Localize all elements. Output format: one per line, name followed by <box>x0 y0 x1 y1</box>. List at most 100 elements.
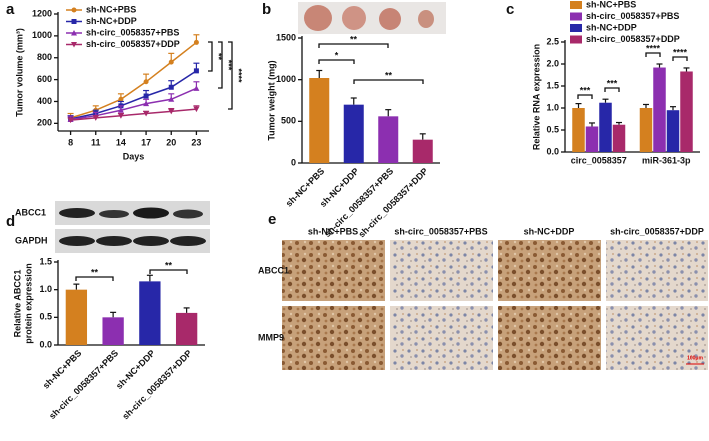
significance-label: ** <box>91 267 99 277</box>
bar <box>139 281 161 345</box>
marker <box>117 113 124 119</box>
bar <box>65 289 88 345</box>
panel-letter: e <box>268 211 276 228</box>
marker <box>193 106 200 113</box>
x-tick-label: sh-circ_0058357+PBS <box>322 166 395 239</box>
significance-bracket <box>218 41 223 89</box>
line <box>70 108 197 121</box>
significance-bracket <box>577 94 593 99</box>
legend-marker <box>71 42 77 48</box>
marker <box>143 100 150 107</box>
x-tick-label: 11 <box>91 137 101 147</box>
bar <box>175 312 198 345</box>
y-axis-label: Relative RNA expression <box>531 44 541 150</box>
marker <box>92 115 99 121</box>
scale-bar-label: 100μm <box>687 355 703 361</box>
legend-label: sh-circ_0058357+PBS <box>586 11 679 21</box>
bar <box>639 108 653 152</box>
y-tick-label: 1500 <box>276 32 296 42</box>
y-tick-label: 0.0 <box>39 339 52 349</box>
significance-label: *** <box>607 78 618 88</box>
y-tick-label: 2.0 <box>546 58 559 68</box>
marker <box>168 59 174 65</box>
legend-label: sh-NC+DDP <box>586 22 637 32</box>
significance-bracket <box>672 56 688 61</box>
y-tick-label: 500 <box>281 116 296 126</box>
legend-marker <box>71 30 77 36</box>
blot-label: ABCC1 <box>15 207 46 217</box>
ihc-row: MMP9 <box>258 332 284 342</box>
x-tick-label: 17 <box>141 137 151 147</box>
marker <box>143 93 149 99</box>
bar <box>599 102 612 152</box>
panel-letter: a <box>6 1 15 18</box>
line <box>70 87 197 121</box>
y-tick-label: 1.5 <box>546 80 559 90</box>
y-tick-label: 0.0 <box>546 146 559 156</box>
significance-bracket <box>318 43 389 48</box>
significance-label: ** <box>385 70 393 80</box>
x-tick-label: 20 <box>166 137 176 147</box>
marker <box>168 96 175 102</box>
legend-swatch <box>570 1 582 9</box>
x-tick-label: 8 <box>68 137 73 147</box>
marker <box>193 85 200 91</box>
significance-label: *** <box>580 85 591 95</box>
x-tick-label: 23 <box>191 137 201 147</box>
ihc-images <box>282 240 708 370</box>
significance-label: ** <box>350 34 358 44</box>
significance-label: ** <box>165 260 173 270</box>
x-tick-label: 14 <box>116 137 126 147</box>
legend-label: sh-NC+PBS <box>86 4 136 14</box>
significance-label: **** <box>646 43 661 53</box>
x-tick-label: circ_0058357 <box>571 155 627 165</box>
y-axis-label: Tumor volume (mm³) <box>14 28 24 117</box>
ihc-row: ABCC1 <box>258 265 289 275</box>
y-tick-label: 1.0 <box>39 284 52 294</box>
significance-bracket <box>353 79 424 84</box>
legend-swatch <box>570 12 582 21</box>
panel-letter: c <box>506 1 514 18</box>
marker <box>168 108 175 115</box>
y-tick-label: 2.5 <box>546 36 559 46</box>
legend-marker <box>71 19 77 24</box>
significance-label: ** <box>214 53 224 61</box>
ihc-column: sh-NC+DDP <box>524 226 575 236</box>
panel-letter: d <box>6 213 15 230</box>
line <box>70 70 197 120</box>
y-tick-label: 200 <box>37 118 52 128</box>
y-tick-label: 0.5 <box>546 124 559 134</box>
significance-label: **** <box>673 47 688 57</box>
y-tick-label: 1.0 <box>546 102 559 112</box>
marker <box>143 79 149 85</box>
y-tick-label: 800 <box>37 52 52 62</box>
marker <box>193 39 199 45</box>
bar <box>612 124 626 152</box>
significance-bracket <box>208 41 213 72</box>
bar <box>378 116 399 163</box>
significance-bracket <box>645 52 661 57</box>
blot-label: GAPDH <box>15 235 48 245</box>
significance-label: **** <box>234 68 244 83</box>
y-tick-label: 1200 <box>32 8 52 18</box>
ihc-column: sh-NC+PBS <box>308 226 358 236</box>
tumor-photo <box>298 2 446 34</box>
y-axis-label: Tumor weight (mg) <box>266 60 276 140</box>
x-axis-label: Days <box>123 151 145 161</box>
significance-label: * <box>335 50 339 60</box>
x-tick-label: sh-circ_0058357+PBS <box>47 348 120 421</box>
legend-swatch <box>570 24 582 32</box>
panel-letter: b <box>262 1 271 18</box>
bar <box>412 139 433 163</box>
bar <box>653 67 666 152</box>
y-tick-label: 0.5 <box>39 312 52 322</box>
bar <box>343 104 364 163</box>
marker <box>118 96 124 102</box>
marker <box>67 117 74 124</box>
significance-bracket <box>318 59 355 64</box>
significance-label: *** <box>224 60 234 71</box>
bar <box>309 78 330 163</box>
marker <box>143 111 150 117</box>
legend-label: sh-circ_0058357+DDP <box>586 34 680 44</box>
